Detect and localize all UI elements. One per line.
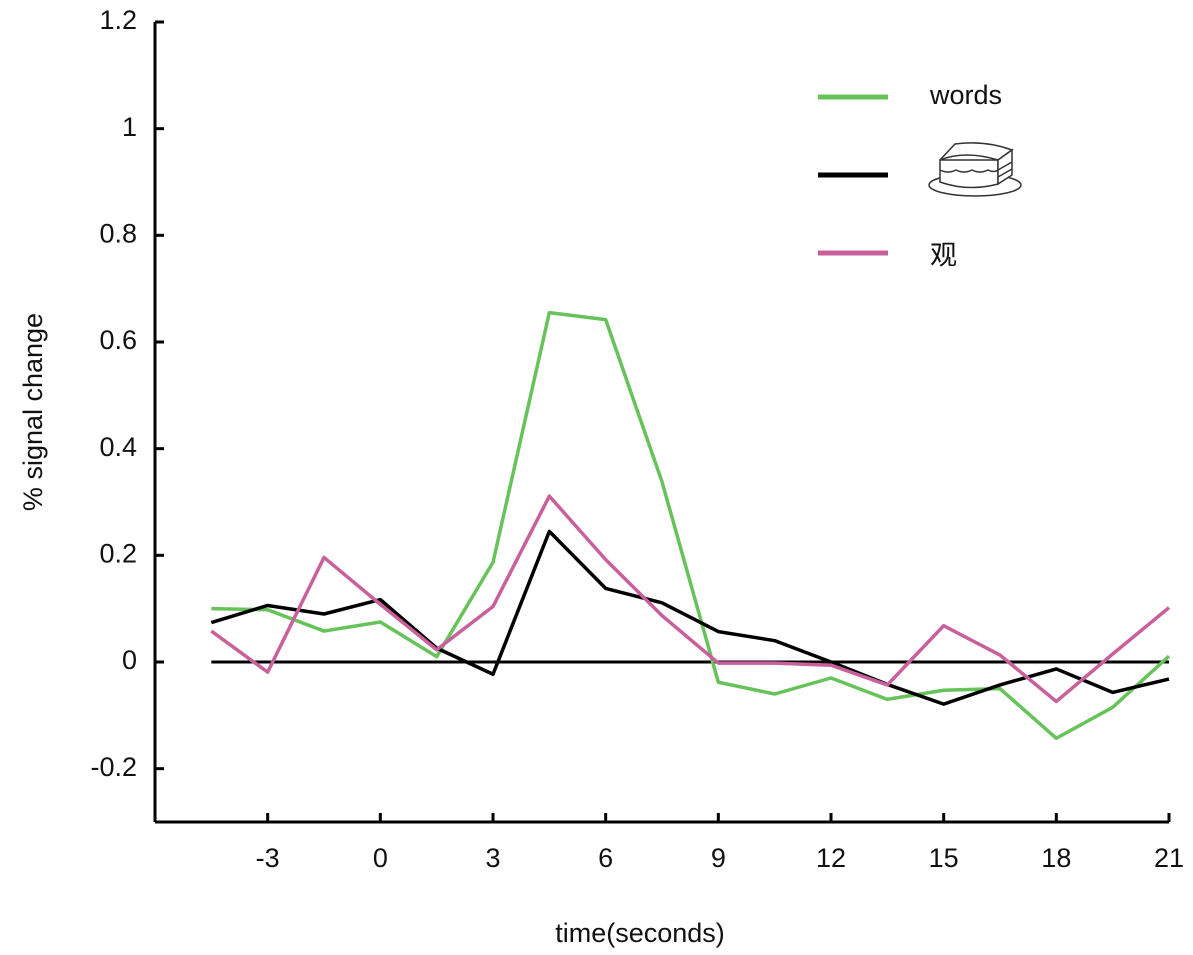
y-axis-label: % signal change [18,313,48,511]
legend-label: 观 [930,241,957,272]
series-line [210,494,1171,704]
x-tick-label: 0 [373,843,388,873]
cake-icon [928,142,1022,197]
y-tick-label: 0 [122,645,137,675]
x-tick-label: 21 [1154,843,1184,873]
x-tick-label: 12 [816,843,846,873]
x-tick-label: -3 [256,843,280,873]
x-tick-label: 15 [929,843,959,873]
x-tick-label: 6 [598,843,613,873]
y-tick-label: 0.2 [99,538,137,568]
y-tick-label: 0.6 [99,325,137,355]
x-tick-label: 9 [711,843,726,873]
y-tick-label: 0.4 [99,432,137,462]
y-tick-label: 0.8 [99,218,137,248]
legend-label: words [929,80,1002,110]
series-line [210,529,1170,706]
x-tick-label: 18 [1041,843,1071,873]
x-axis-label: time(seconds) [555,918,725,948]
y-tick-label: 1 [122,112,137,142]
y-tick-label: 1.2 [99,5,137,35]
y-tick-label: -0.2 [90,752,137,782]
series-line [211,310,1171,741]
x-tick-label: 3 [485,843,500,873]
